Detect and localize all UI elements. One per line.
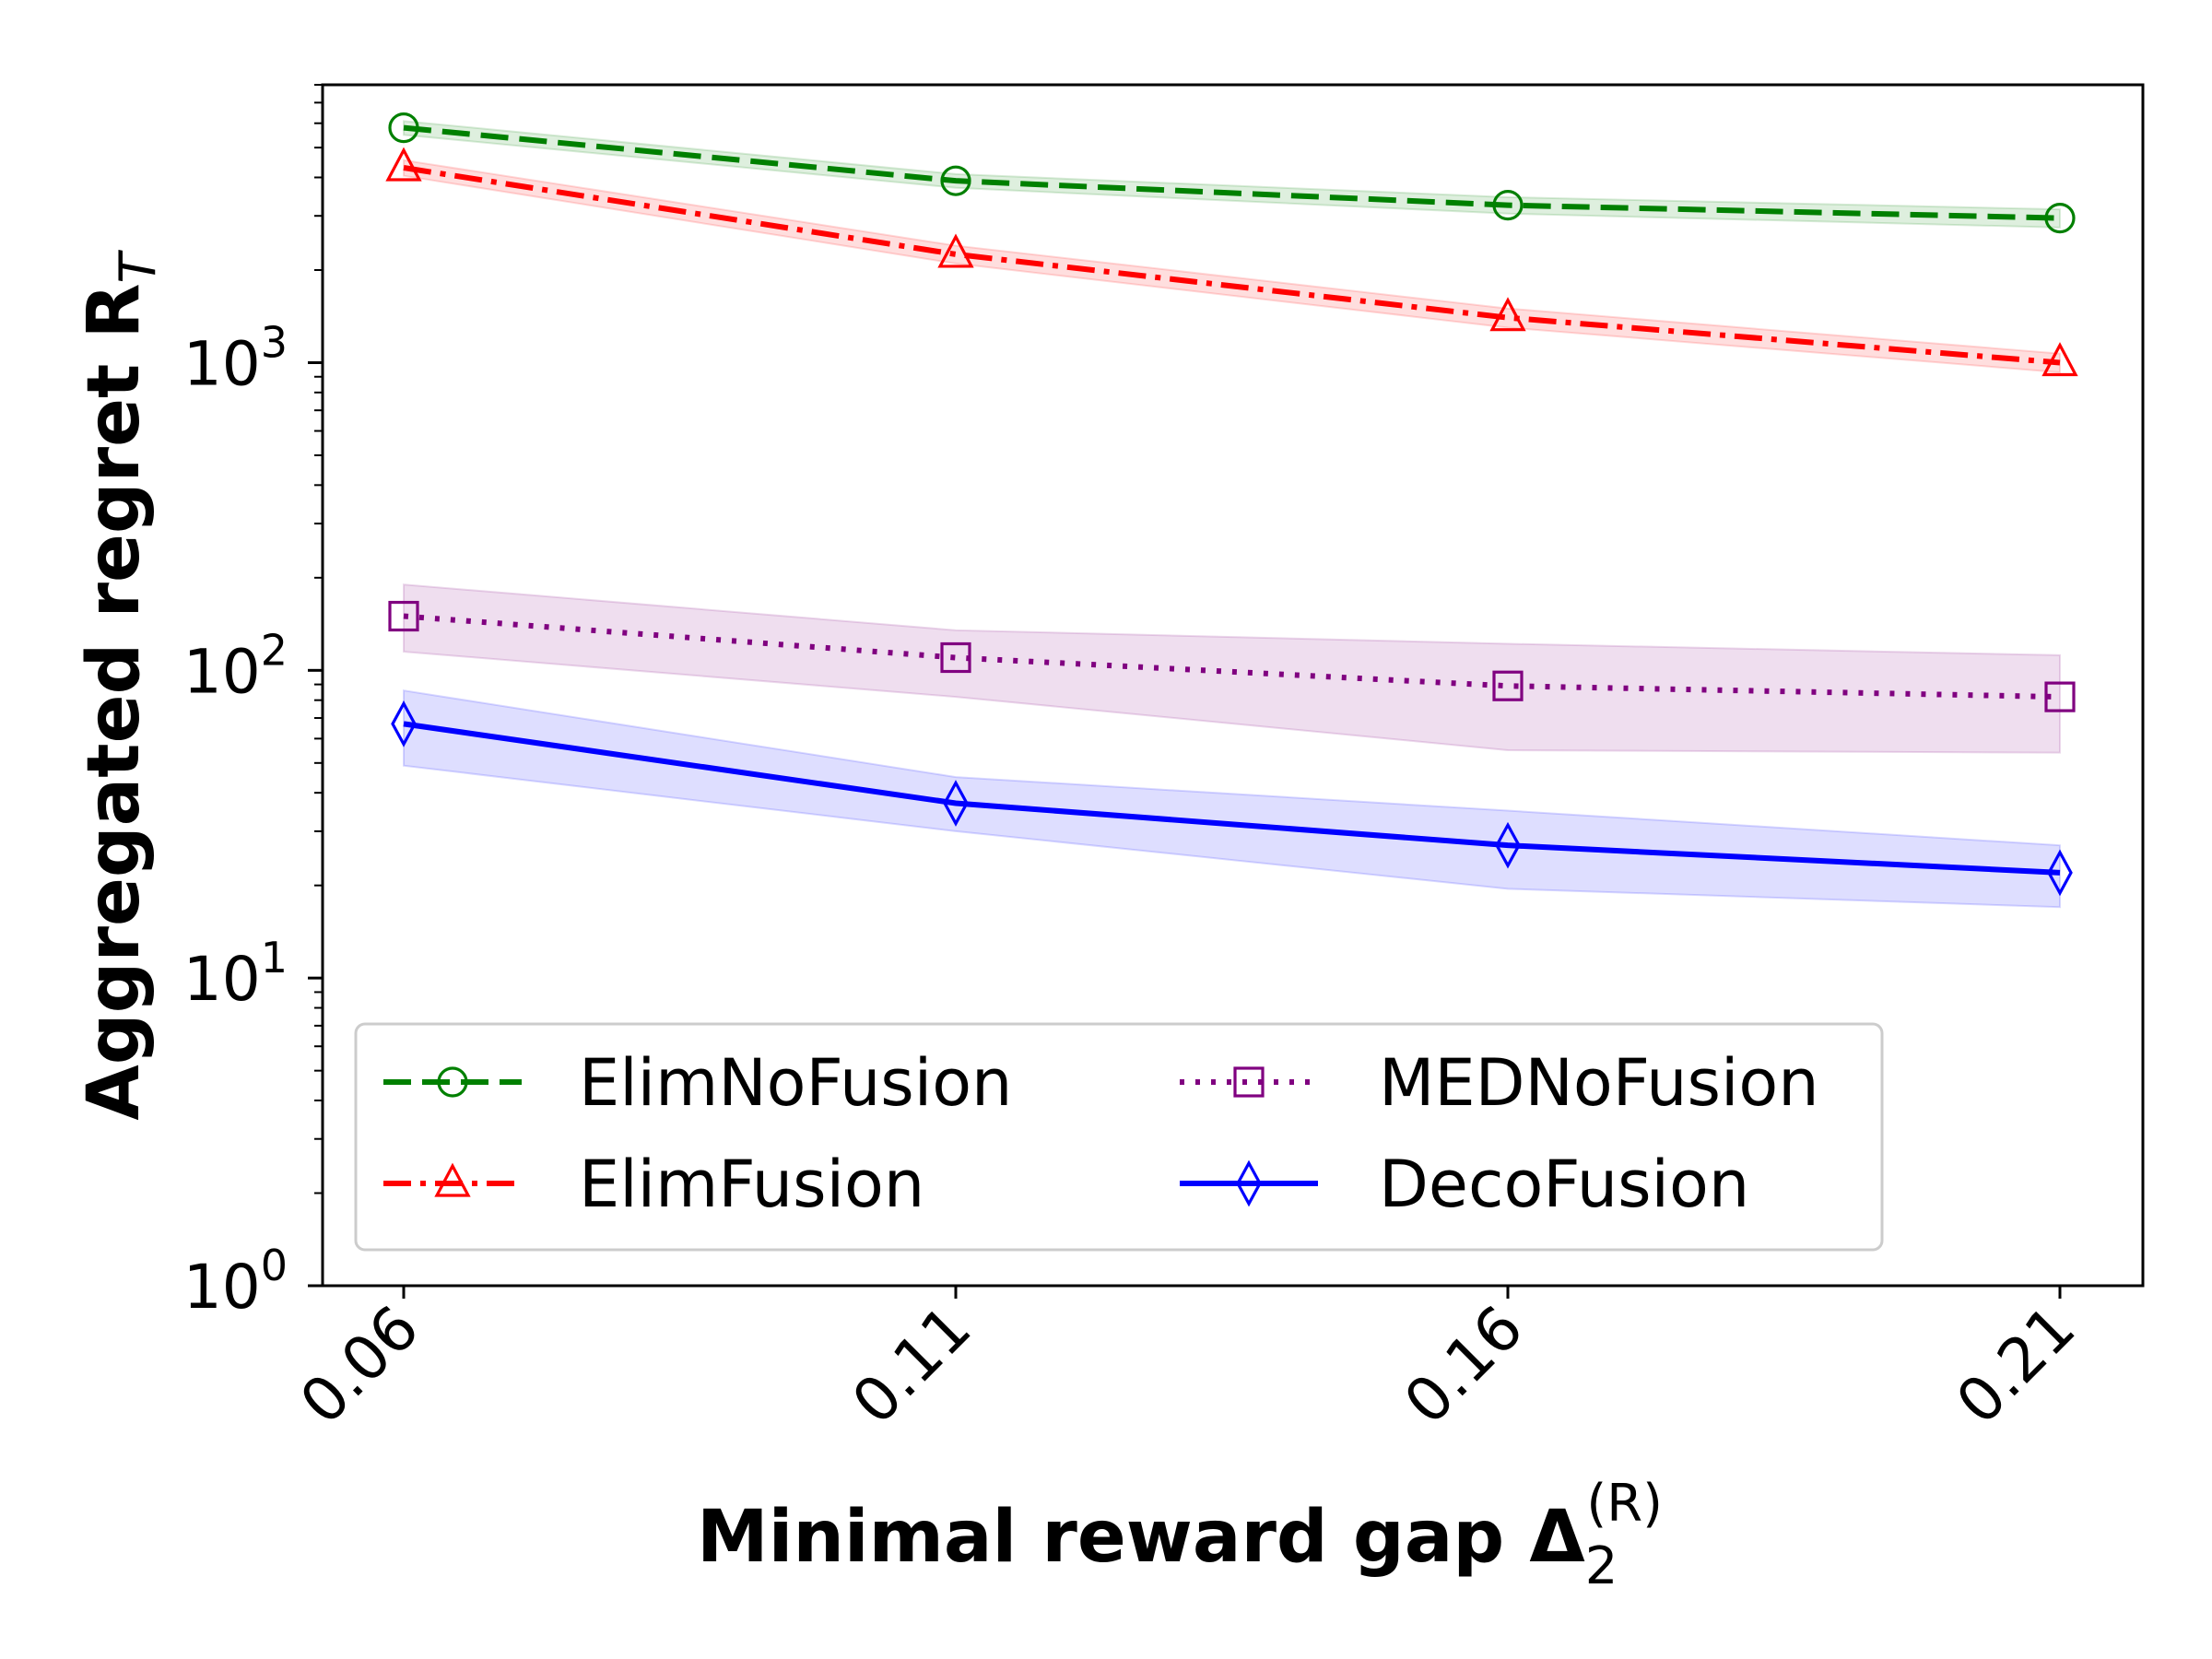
point-mednofusion-0: [388, 600, 419, 632]
y-tick-label-0: 100: [183, 1241, 288, 1323]
band-elimnofusion: [403, 120, 2061, 229]
point-decofusion-1: [943, 780, 969, 827]
point-elimfusion-1: [937, 233, 974, 268]
legend-label-mednofusion: MEDNoFusion: [1379, 1045, 1819, 1121]
point-elimnofusion-3: [2044, 203, 2076, 234]
x-tick-label-3: 0.21: [1943, 1292, 2088, 1438]
x-axis-title: Minimal reward gap Δ2(R): [697, 1474, 1663, 1596]
y-tick-label-3: 103: [183, 317, 288, 399]
line-elimnofusion: [403, 124, 2061, 221]
line-mednofusion: [403, 613, 2061, 700]
legend-label-elimnofusion: ElimNoFusion: [579, 1045, 1012, 1121]
x-axis-title-superscript: (R): [1586, 1474, 1663, 1534]
x-tick-label-1: 0.11: [839, 1292, 984, 1438]
x-axis-ticks: 0.06 0.11 0.16 0.21: [287, 1286, 2088, 1438]
point-decofusion-2: [1495, 821, 1521, 869]
point-decofusion-3: [2047, 849, 2073, 897]
line-elimfusion: [403, 165, 2061, 366]
series-lines: [403, 124, 2061, 876]
point-mednofusion-2: [1492, 670, 1524, 701]
x-tick-label-2: 0.16: [1391, 1292, 1536, 1438]
legend-frame: [354, 1022, 1884, 1252]
legend-marker-mednofusion: [1233, 1066, 1265, 1098]
legend-marker-decofusion: [1236, 1159, 1262, 1207]
x-tick-label-0: 0.06: [287, 1292, 432, 1438]
y-axis-title-main: Aggregated regret R: [73, 283, 156, 1120]
legend-marker-elimfusion: [434, 1162, 471, 1197]
point-elimnofusion-0: [388, 112, 419, 144]
confidence-bands: [403, 120, 2061, 909]
point-decofusion-0: [391, 700, 417, 747]
legend-label-elimfusion: ElimFusion: [579, 1147, 924, 1222]
point-elimnofusion-2: [1492, 189, 1524, 221]
band-mednofusion: [403, 583, 2061, 754]
point-elimfusion-2: [1489, 297, 1526, 332]
x-axis-title-main: Minimal reward gap Δ: [697, 1496, 1585, 1579]
point-elimnofusion-1: [940, 165, 971, 196]
x-axis-title-subscript: 2: [1585, 1536, 1618, 1596]
y-tick-label-1: 101: [183, 933, 288, 1015]
point-elimfusion-0: [385, 147, 422, 182]
y-axis-ticks: 100 101 102 103: [183, 84, 323, 1323]
y-axis-title-subscript: T: [109, 249, 167, 283]
line-decofusion: [403, 721, 2061, 876]
series-markers: [385, 112, 2078, 897]
point-elimfusion-3: [2041, 342, 2078, 377]
point-mednofusion-1: [940, 641, 971, 674]
legend-marker-elimnofusion: [437, 1066, 468, 1098]
y-tick-label-2: 102: [183, 625, 288, 707]
legend-label-decofusion: DecoFusion: [1379, 1147, 1749, 1222]
point-mednofusion-3: [2044, 681, 2076, 712]
legend: ElimNoFusion ElimFusion MEDNoFusion DecoFus…: [354, 1022, 1884, 1252]
y-axis-title: Aggregated regret RT: [73, 249, 167, 1120]
